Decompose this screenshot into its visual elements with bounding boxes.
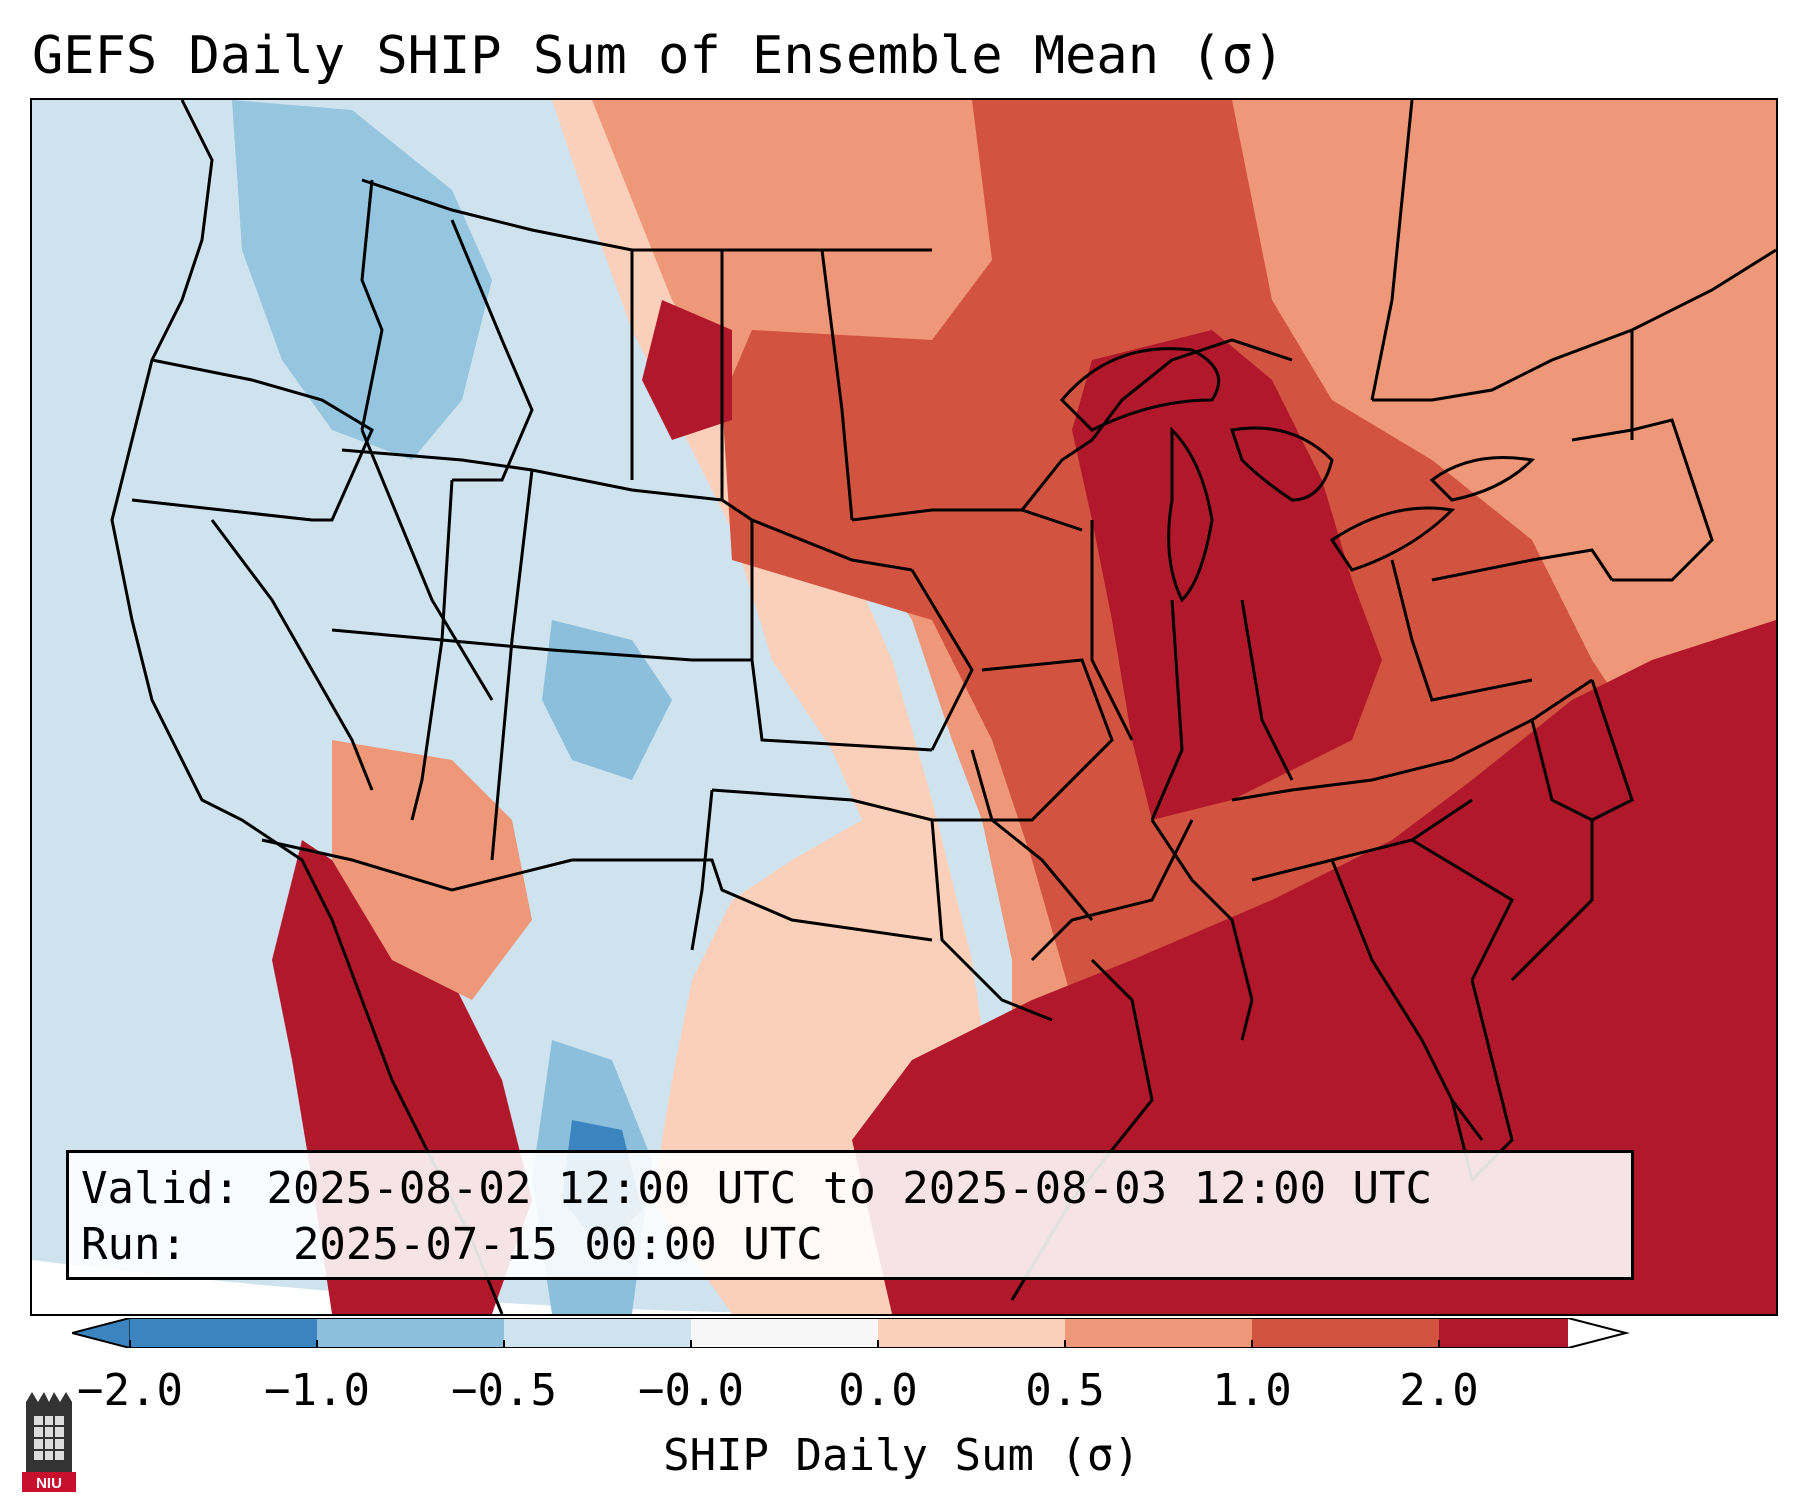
map-panel[interactable] [30,98,1778,1316]
valid-value: 2025-08-02 12:00 UTC to 2025-08-03 12:00… [266,1163,1433,1214]
field-core-north [1072,330,1382,820]
colorbar-extend-low [72,1318,131,1348]
colorbar-tick-label: −0.0 [638,1365,744,1416]
field-southwest [332,740,532,1000]
colorbar-extend-high [1439,1318,1497,1348]
map-title: GEFS Daily SHIP Sum of Ensemble Mean (σ) [32,26,1285,86]
niu-logo: NIU [22,1392,76,1492]
domain-edge [32,1260,832,1314]
field-negative-colorado [542,620,672,780]
run-row: Run: 2025-07-15 00:00 UTC [81,1217,1619,1273]
colorbar-tick-label: 0.5 [1025,1365,1105,1416]
logo-text: NIU [36,1475,62,1492]
colorbar-segment [317,1318,504,1348]
colorbar-tick-label: 1.0 [1212,1365,1292,1416]
lake-outlines [1059,347,1536,603]
colorbar-segment [691,1318,878,1348]
valid-row: Valid: 2025-08-02 12:00 UTC to 2025-08-0… [81,1161,1619,1217]
field-weak-positive [552,100,1012,1314]
run-value: 2025-07-15 00:00 UTC [292,1219,823,1270]
run-label: Run: [81,1219,187,1270]
colorbar [72,1318,1630,1348]
colorbar-segment [1252,1318,1439,1348]
valid-run-info-box: Valid: 2025-08-02 12:00 UTC to 2025-08-0… [66,1150,1634,1280]
field-core-plains [642,300,732,440]
colorbar-label: SHIP Daily Sum (σ) [663,1430,1140,1481]
valid-label: Valid: [81,1163,240,1214]
colorbar-outline [72,1318,1630,1348]
colorbar-segment [504,1318,691,1348]
colorbar-tick-label: 2.0 [1399,1365,1479,1416]
field-core-southeast [852,620,1776,1314]
colorbar-segment [130,1318,317,1348]
colorbar-segment [1065,1318,1252,1348]
colorbar-tick-label: −0.5 [451,1365,557,1416]
colorbar-tick-label: 0.0 [838,1365,918,1416]
political-boundaries [110,100,1776,1314]
colorbar-tick-label: −1.0 [264,1365,370,1416]
colorbar-tick-label: −2.0 [77,1365,183,1416]
colorbar-segment [878,1318,1065,1348]
map-canvas [32,100,1776,1314]
